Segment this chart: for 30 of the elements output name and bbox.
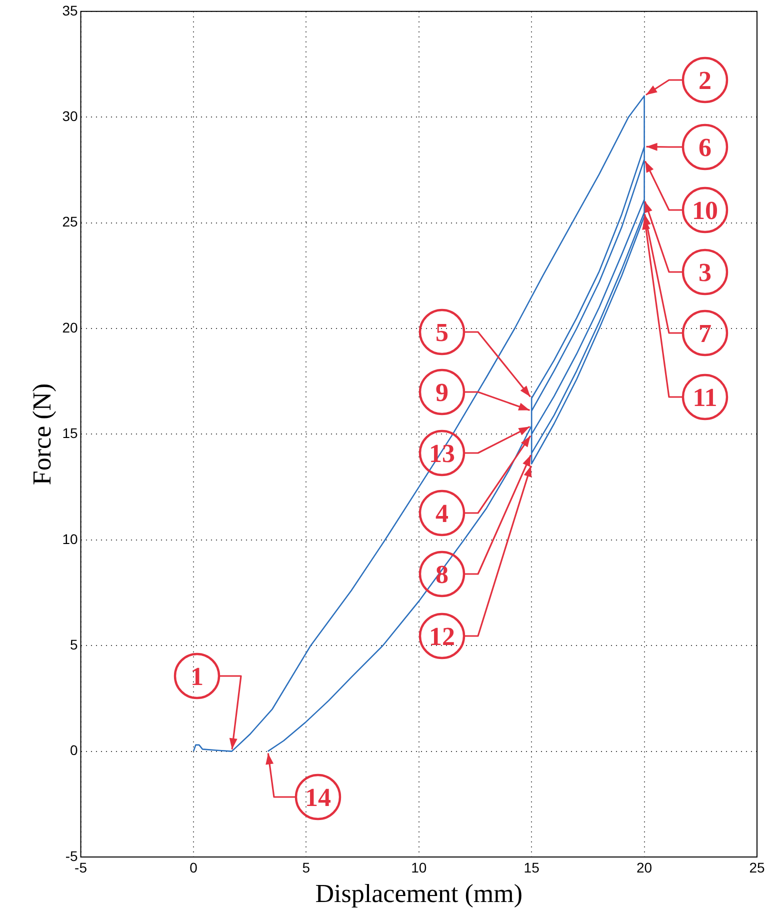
annotation: 1 <box>190 662 204 691</box>
annotation: 4 <box>436 499 448 528</box>
annotation: 7 <box>698 319 712 348</box>
x-tick-label: 0 <box>190 859 198 876</box>
y-tick-label: 25 <box>62 214 78 230</box>
annotation: 8 <box>436 560 448 589</box>
annotation: 5 <box>436 318 448 347</box>
annotation: 14 <box>305 783 331 812</box>
y-tick-label: 20 <box>62 319 78 336</box>
y-tick-label: 0 <box>70 742 78 758</box>
x-tick-label: 25 <box>749 859 765 876</box>
annotation: 12 <box>429 622 455 651</box>
x-axis-title: Displacement (mm) <box>315 879 522 908</box>
x-tick-label: 5 <box>302 859 310 876</box>
y-tick-label: 5 <box>70 636 78 652</box>
x-tick-label: 15 <box>524 859 540 876</box>
y-tick-label: -5 <box>65 848 78 864</box>
annotation: 2 <box>698 66 712 95</box>
x-tick-label: 10 <box>411 859 427 876</box>
y-tick-label: 10 <box>62 530 78 547</box>
y-tick-label: 15 <box>62 425 78 442</box>
annotation: 9 <box>436 378 448 407</box>
y-tick-label: 30 <box>62 108 78 124</box>
annotation: 3 <box>698 258 712 287</box>
annotation: 10 <box>692 196 718 225</box>
y-tick-label: 35 <box>62 2 78 18</box>
y-axis-title: Force (N) <box>27 383 56 486</box>
annotation: 6 <box>698 133 712 162</box>
annotation: 11 <box>692 383 718 412</box>
x-tick-label: 20 <box>636 859 652 876</box>
